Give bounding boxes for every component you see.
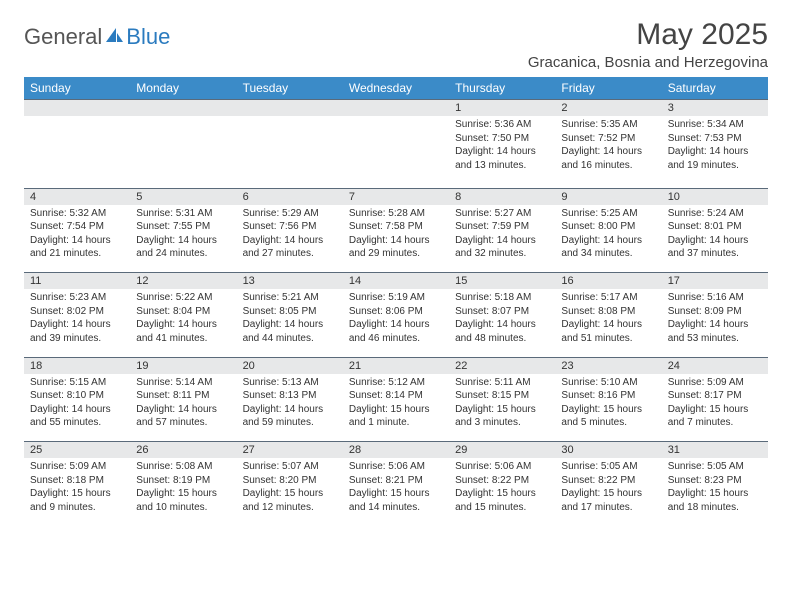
day-number-cell: 19: [130, 357, 236, 374]
weekday-header: Thursday: [449, 77, 555, 100]
day-detail-cell: Sunrise: 5:18 AM Sunset: 8:07 PM Dayligh…: [449, 289, 555, 357]
calendar-header: Sunday Monday Tuesday Wednesday Thursday…: [24, 77, 768, 100]
day-number-cell: 11: [24, 273, 130, 290]
day-detail-cell: Sunrise: 5:34 AM Sunset: 7:53 PM Dayligh…: [662, 116, 768, 188]
day-detail-cell: Sunrise: 5:05 AM Sunset: 8:22 PM Dayligh…: [555, 458, 661, 526]
weekday-header: Sunday: [24, 77, 130, 100]
day-number-cell: 9: [555, 188, 661, 205]
day-number-cell: 18: [24, 357, 130, 374]
day-number-cell: 14: [343, 273, 449, 290]
day-detail-cell: Sunrise: 5:35 AM Sunset: 7:52 PM Dayligh…: [555, 116, 661, 188]
day-detail-cell: [343, 116, 449, 188]
day-number-cell: 23: [555, 357, 661, 374]
day-detail-row: Sunrise: 5:36 AM Sunset: 7:50 PM Dayligh…: [24, 116, 768, 188]
day-number-cell: [237, 100, 343, 117]
day-number-cell: 16: [555, 273, 661, 290]
day-number-cell: 4: [24, 188, 130, 205]
day-number-cell: 20: [237, 357, 343, 374]
day-detail-cell: Sunrise: 5:13 AM Sunset: 8:13 PM Dayligh…: [237, 374, 343, 442]
day-detail-cell: Sunrise: 5:36 AM Sunset: 7:50 PM Dayligh…: [449, 116, 555, 188]
day-detail-cell: Sunrise: 5:05 AM Sunset: 8:23 PM Dayligh…: [662, 458, 768, 526]
day-number-cell: 29: [449, 442, 555, 459]
day-number-cell: 15: [449, 273, 555, 290]
day-number-cell: 6: [237, 188, 343, 205]
day-number-cell: 27: [237, 442, 343, 459]
day-number-cell: 21: [343, 357, 449, 374]
day-number-cell: 10: [662, 188, 768, 205]
day-detail-cell: Sunrise: 5:28 AM Sunset: 7:58 PM Dayligh…: [343, 205, 449, 273]
day-number-row: 25262728293031: [24, 442, 768, 459]
day-detail-cell: Sunrise: 5:29 AM Sunset: 7:56 PM Dayligh…: [237, 205, 343, 273]
title-block: May 2025 Gracanica, Bosnia and Herzegovi…: [528, 18, 768, 71]
day-detail-row: Sunrise: 5:32 AM Sunset: 7:54 PM Dayligh…: [24, 205, 768, 273]
day-number-cell: 1: [449, 100, 555, 117]
day-number-cell: 22: [449, 357, 555, 374]
day-number-cell: 28: [343, 442, 449, 459]
day-detail-cell: Sunrise: 5:07 AM Sunset: 8:20 PM Dayligh…: [237, 458, 343, 526]
day-detail-cell: Sunrise: 5:12 AM Sunset: 8:14 PM Dayligh…: [343, 374, 449, 442]
logo-text-general: General: [24, 24, 102, 50]
day-number-row: 123: [24, 100, 768, 117]
day-detail-cell: Sunrise: 5:22 AM Sunset: 8:04 PM Dayligh…: [130, 289, 236, 357]
day-number-row: 45678910: [24, 188, 768, 205]
day-number-cell: 7: [343, 188, 449, 205]
day-number-cell: 31: [662, 442, 768, 459]
day-number-cell: [343, 100, 449, 117]
day-number-cell: 13: [237, 273, 343, 290]
header: General Blue May 2025 Gracanica, Bosnia …: [24, 18, 768, 71]
logo-text-blue: Blue: [126, 24, 170, 50]
day-detail-cell: Sunrise: 5:14 AM Sunset: 8:11 PM Dayligh…: [130, 374, 236, 442]
day-detail-cell: [237, 116, 343, 188]
day-detail-cell: Sunrise: 5:17 AM Sunset: 8:08 PM Dayligh…: [555, 289, 661, 357]
weekday-header: Wednesday: [343, 77, 449, 100]
day-number-cell: 26: [130, 442, 236, 459]
day-detail-cell: Sunrise: 5:23 AM Sunset: 8:02 PM Dayligh…: [24, 289, 130, 357]
day-detail-cell: Sunrise: 5:10 AM Sunset: 8:16 PM Dayligh…: [555, 374, 661, 442]
logo: General Blue: [24, 24, 170, 50]
calendar-body: 123Sunrise: 5:36 AM Sunset: 7:50 PM Dayl…: [24, 100, 768, 527]
location-subtitle: Gracanica, Bosnia and Herzegovina: [528, 54, 768, 71]
day-number-cell: 8: [449, 188, 555, 205]
weekday-header: Monday: [130, 77, 236, 100]
day-detail-cell: Sunrise: 5:27 AM Sunset: 7:59 PM Dayligh…: [449, 205, 555, 273]
logo-sail-icon: [104, 26, 124, 49]
calendar-table: Sunday Monday Tuesday Wednesday Thursday…: [24, 77, 768, 526]
day-detail-cell: Sunrise: 5:09 AM Sunset: 8:18 PM Dayligh…: [24, 458, 130, 526]
day-detail-cell: Sunrise: 5:21 AM Sunset: 8:05 PM Dayligh…: [237, 289, 343, 357]
page-title: May 2025: [528, 18, 768, 52]
day-detail-cell: Sunrise: 5:31 AM Sunset: 7:55 PM Dayligh…: [130, 205, 236, 273]
day-number-cell: 3: [662, 100, 768, 117]
day-number-cell: 17: [662, 273, 768, 290]
day-detail-cell: Sunrise: 5:25 AM Sunset: 8:00 PM Dayligh…: [555, 205, 661, 273]
day-number-row: 11121314151617: [24, 273, 768, 290]
day-detail-row: Sunrise: 5:15 AM Sunset: 8:10 PM Dayligh…: [24, 374, 768, 442]
day-detail-cell: Sunrise: 5:06 AM Sunset: 8:22 PM Dayligh…: [449, 458, 555, 526]
day-detail-cell: Sunrise: 5:24 AM Sunset: 8:01 PM Dayligh…: [662, 205, 768, 273]
day-number-cell: [130, 100, 236, 117]
day-detail-row: Sunrise: 5:23 AM Sunset: 8:02 PM Dayligh…: [24, 289, 768, 357]
day-number-cell: [24, 100, 130, 117]
day-detail-cell: Sunrise: 5:32 AM Sunset: 7:54 PM Dayligh…: [24, 205, 130, 273]
day-detail-cell: Sunrise: 5:19 AM Sunset: 8:06 PM Dayligh…: [343, 289, 449, 357]
day-detail-cell: [24, 116, 130, 188]
day-detail-cell: [130, 116, 236, 188]
day-detail-cell: Sunrise: 5:09 AM Sunset: 8:17 PM Dayligh…: [662, 374, 768, 442]
day-number-cell: 24: [662, 357, 768, 374]
day-number-cell: 2: [555, 100, 661, 117]
day-detail-cell: Sunrise: 5:16 AM Sunset: 8:09 PM Dayligh…: [662, 289, 768, 357]
day-number-row: 18192021222324: [24, 357, 768, 374]
day-detail-cell: Sunrise: 5:15 AM Sunset: 8:10 PM Dayligh…: [24, 374, 130, 442]
day-detail-cell: Sunrise: 5:11 AM Sunset: 8:15 PM Dayligh…: [449, 374, 555, 442]
day-number-cell: 25: [24, 442, 130, 459]
day-detail-cell: Sunrise: 5:08 AM Sunset: 8:19 PM Dayligh…: [130, 458, 236, 526]
day-detail-cell: Sunrise: 5:06 AM Sunset: 8:21 PM Dayligh…: [343, 458, 449, 526]
weekday-header: Tuesday: [237, 77, 343, 100]
day-detail-row: Sunrise: 5:09 AM Sunset: 8:18 PM Dayligh…: [24, 458, 768, 526]
day-number-cell: 12: [130, 273, 236, 290]
weekday-header: Friday: [555, 77, 661, 100]
day-number-cell: 5: [130, 188, 236, 205]
day-number-cell: 30: [555, 442, 661, 459]
weekday-header: Saturday: [662, 77, 768, 100]
